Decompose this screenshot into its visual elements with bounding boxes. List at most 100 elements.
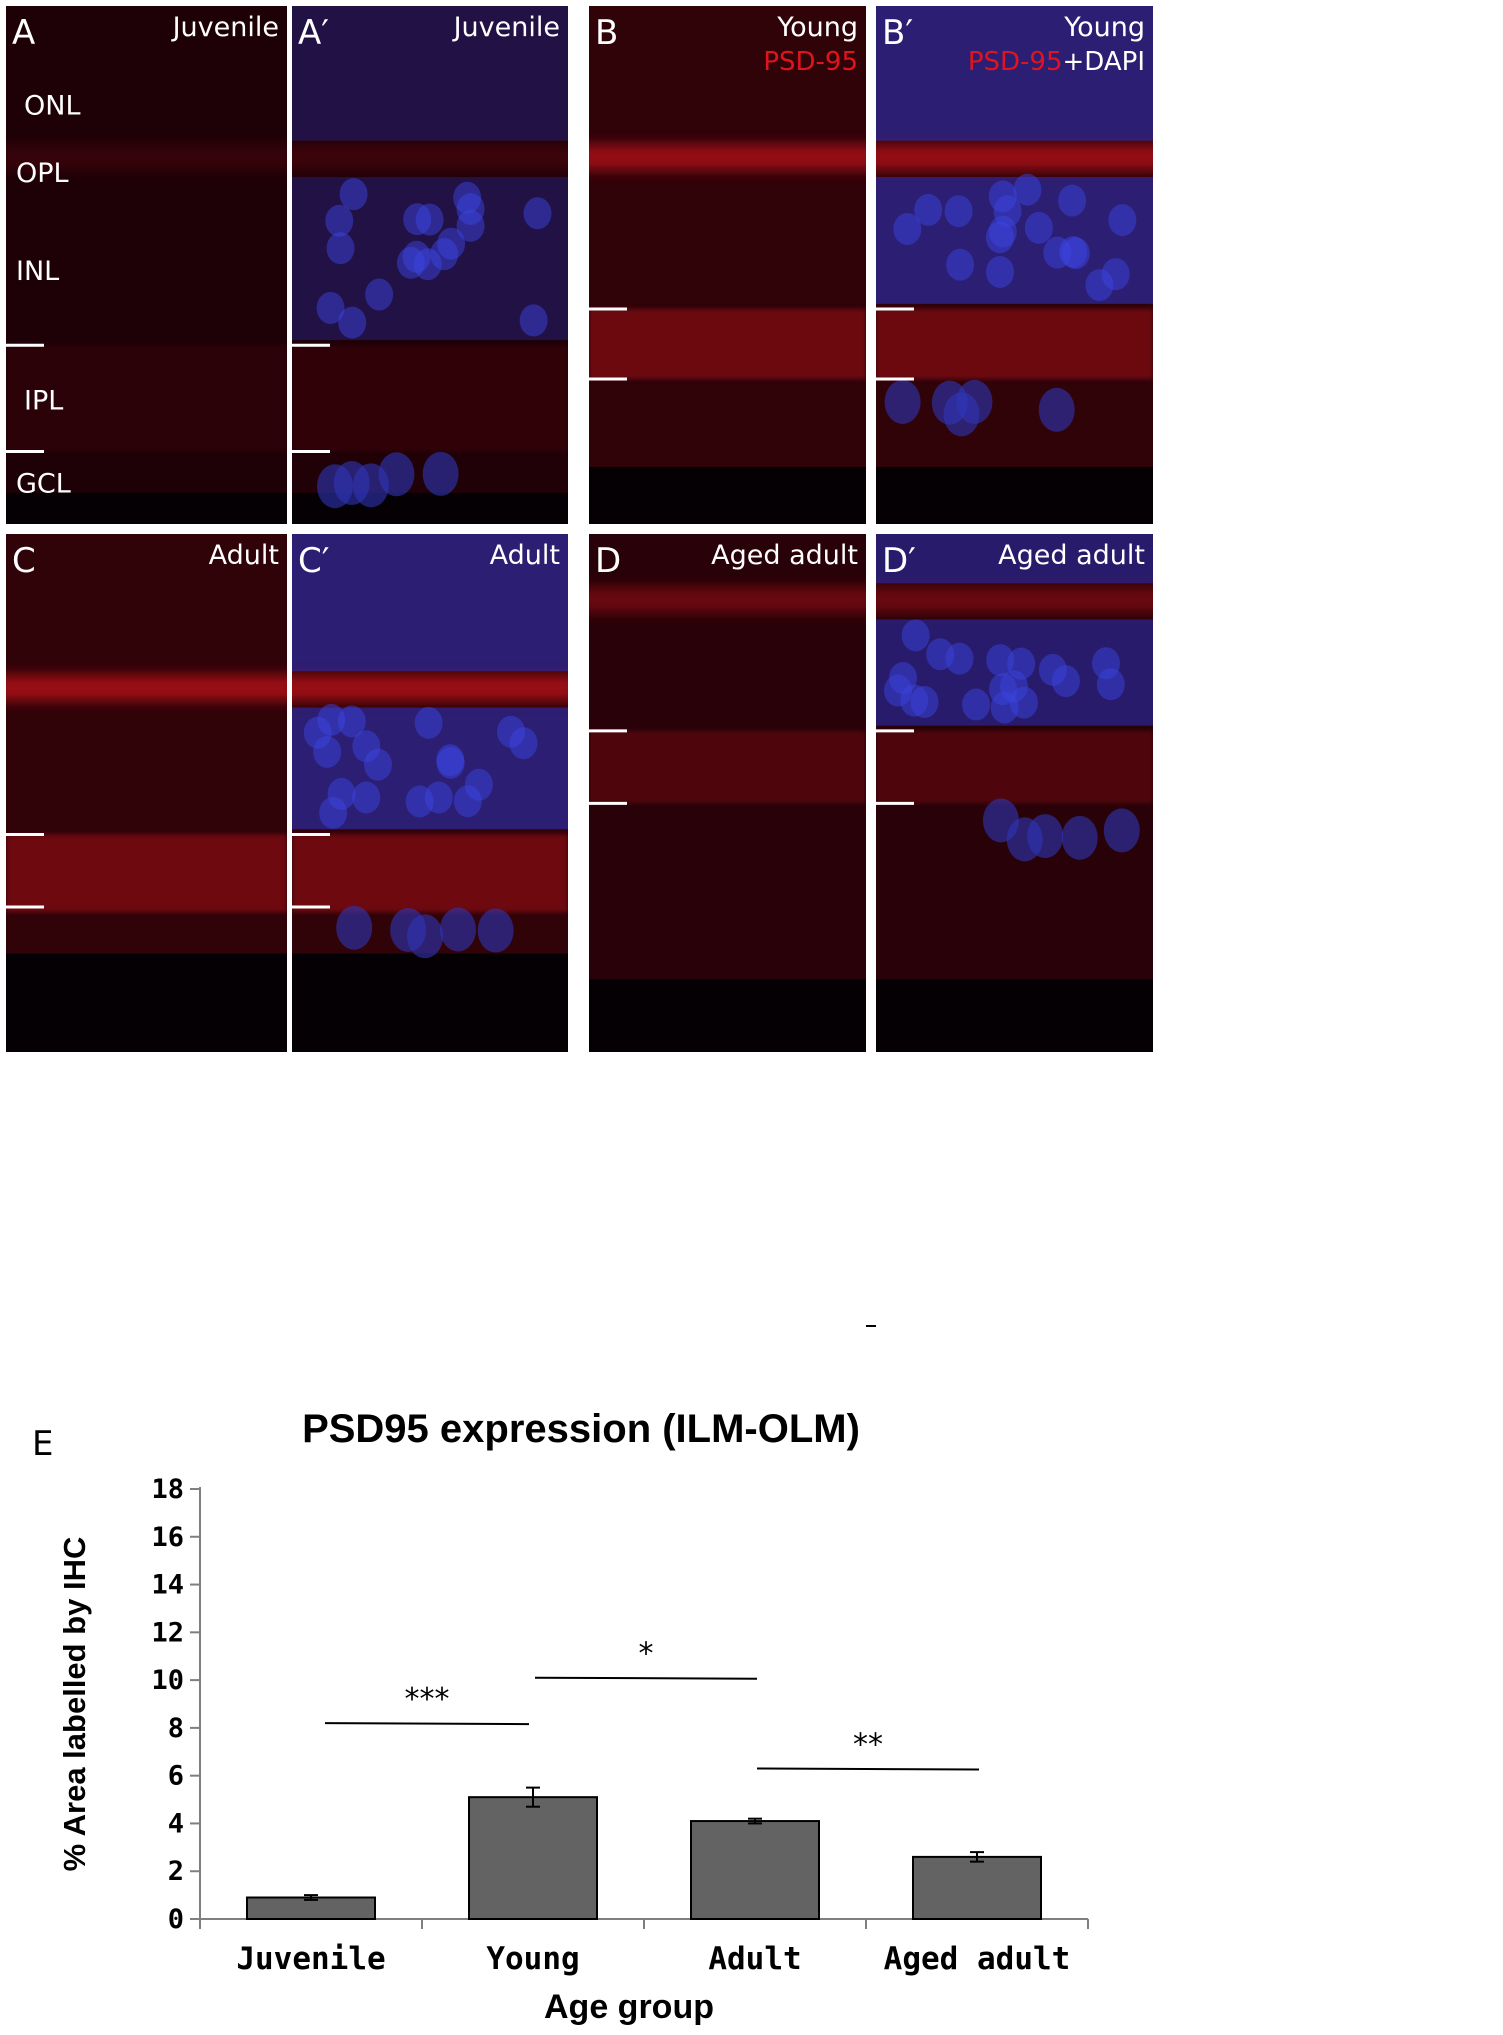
age-group-label: Adult — [490, 540, 560, 571]
age-group-label: Aged adult — [998, 540, 1145, 571]
nucleus — [338, 306, 367, 339]
ganglion-nucleus — [440, 907, 477, 952]
micrograph-panel-c2: C′ Adult — [292, 534, 568, 1052]
ganglion-nucleus — [477, 908, 514, 953]
panel-label: C′ — [298, 541, 329, 581]
panel-background — [589, 6, 866, 524]
nucleus — [352, 781, 381, 814]
onl-nuclei — [292, 534, 568, 672]
nucleus — [523, 197, 552, 230]
opl-band — [6, 144, 287, 171]
nucleus — [914, 193, 943, 226]
nucleus — [1038, 653, 1067, 686]
nucleus — [414, 706, 443, 739]
y-axis-label: % Area labelled by IHC — [57, 1537, 92, 1872]
nucleus — [436, 746, 465, 779]
micrograph-panel-d2: D′ Aged adult — [876, 534, 1153, 1052]
nucleus — [893, 212, 922, 245]
ganglion-nucleus — [982, 798, 1019, 843]
ganglion-nucleus — [884, 379, 921, 424]
onl-nuclei — [876, 6, 1153, 141]
panel-label: B — [595, 13, 618, 53]
nucleus — [986, 255, 1015, 288]
nucleus — [1024, 211, 1053, 244]
bar-aged-adult — [912, 1855, 1042, 1921]
micrograph-panel-a: A Juvenile ONL OPL INL IPL GCL — [6, 6, 287, 524]
opl-band — [589, 586, 866, 613]
micrograph-panel-c: C Adult — [6, 534, 287, 1052]
opl-band — [292, 144, 568, 171]
significance-label: *** — [405, 1682, 450, 1717]
stain-legend-item: PSD-95 — [763, 47, 858, 77]
ganglion-nucleus — [407, 914, 444, 959]
ganglion-nucleus — [316, 464, 353, 509]
tissue-layers — [589, 534, 866, 1052]
ganglion-nucleus — [1027, 814, 1064, 859]
ganglion-nucleus — [1061, 815, 1098, 860]
tissue-layers — [292, 534, 568, 1052]
stain-legend: PSD-95+DAPI — [968, 47, 1145, 77]
nucleus — [944, 195, 973, 228]
nucleus — [999, 670, 1028, 703]
tissue-layers — [6, 534, 287, 1052]
nucleus — [453, 785, 482, 818]
nucleus — [946, 248, 975, 281]
ganglion-nucleus — [1038, 387, 1075, 432]
nucleus — [1108, 204, 1137, 237]
ipl-band — [876, 309, 1153, 379]
micrograph-panel-a2: A′ Juvenile — [292, 6, 568, 524]
tissue-layers — [292, 6, 568, 524]
significance-label: * — [639, 1637, 654, 1672]
y-tick-label: 4 — [168, 1808, 184, 1839]
nucleus — [910, 686, 939, 719]
nucleus — [403, 203, 432, 236]
layer-label-onl: ONL — [24, 90, 81, 121]
opl-band — [292, 674, 568, 701]
onl-nuclei — [292, 6, 568, 141]
panel-label: D′ — [882, 541, 916, 581]
ganglion-nucleus — [1103, 808, 1140, 853]
y-tick-label: 6 — [168, 1761, 184, 1792]
nucleus — [519, 304, 548, 337]
nucleus — [888, 662, 917, 695]
ganglion-nucleus — [422, 451, 459, 496]
chart-title: PSD95 expression (ILM-OLM) — [302, 1407, 860, 1451]
y-tick-label: 18 — [151, 1474, 184, 1505]
stain-legend: PSD-95 — [763, 47, 858, 77]
nucleus — [1058, 184, 1087, 217]
nucleus — [430, 238, 459, 271]
ipl-band — [6, 345, 287, 452]
stain-legend-item: +DAPI — [1063, 47, 1145, 77]
age-group-label: Young — [1063, 12, 1145, 43]
nucleus — [497, 715, 526, 748]
layer-label-ipl: IPL — [24, 386, 63, 417]
age-group-label: Juvenile — [171, 12, 279, 43]
layer-label-opl: OPL — [16, 158, 69, 189]
significance-line — [534, 1676, 758, 1680]
panel-label: C — [12, 541, 36, 581]
nucleus — [424, 781, 453, 814]
ganglion-nucleus — [352, 463, 389, 508]
ipl-band — [589, 309, 866, 379]
micrograph-panel-b: B Young PSD-95 — [589, 6, 866, 524]
nucleus — [926, 638, 955, 671]
nucleus — [1091, 647, 1120, 680]
nucleus — [365, 278, 394, 311]
nucleus — [1013, 173, 1042, 206]
nucleus — [986, 644, 1015, 677]
nucleus — [325, 204, 354, 237]
nucleus — [901, 619, 930, 652]
y-tick-label: 12 — [151, 1617, 184, 1648]
ganglion-nucleus — [943, 392, 980, 437]
micrograph-panel-d: D Aged adult — [589, 534, 866, 1052]
onl-nuclei — [876, 534, 1153, 584]
ipl-band — [6, 834, 287, 913]
nucleus — [339, 178, 368, 211]
tissue-layers — [6, 6, 287, 524]
opl-band — [876, 144, 1153, 171]
tissue-layers — [876, 534, 1153, 1052]
x-tick-label-juvenile: Juvenile — [236, 1941, 385, 1977]
bar-young — [468, 1796, 598, 1920]
ipl-band — [876, 730, 1153, 804]
